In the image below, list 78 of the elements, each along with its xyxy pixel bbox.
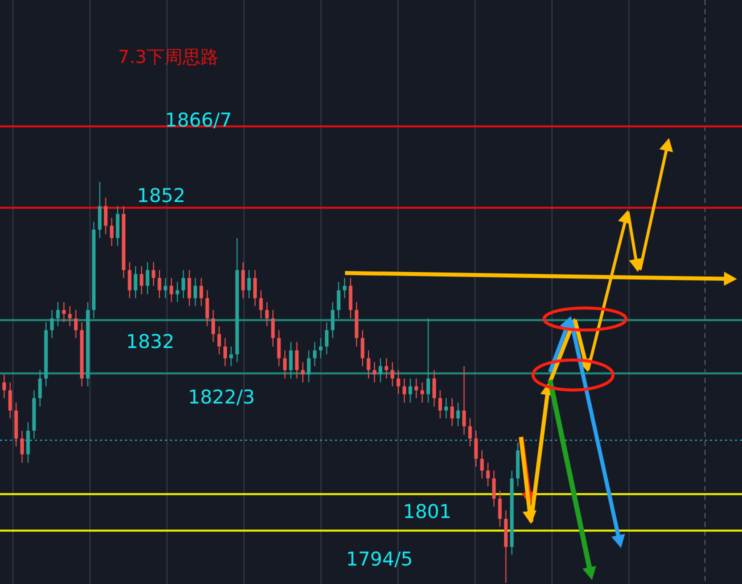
candlestick xyxy=(110,217,114,246)
candlestick xyxy=(104,197,108,235)
candlestick xyxy=(414,378,418,399)
candlestick xyxy=(306,350,311,383)
candlestick xyxy=(283,350,287,379)
candlestick xyxy=(253,270,257,307)
candlestick xyxy=(336,281,340,319)
candlestick xyxy=(188,270,192,307)
candlestick xyxy=(140,266,144,295)
candlestick xyxy=(289,341,293,379)
candlestick xyxy=(432,370,436,408)
candlestick xyxy=(480,450,484,479)
candlestick xyxy=(26,422,30,464)
candlestick xyxy=(360,330,364,367)
candlestick xyxy=(158,270,162,299)
candlestick xyxy=(426,318,430,404)
ref-line-label: 1832 xyxy=(126,331,174,354)
candlestick xyxy=(68,306,72,327)
candlestick xyxy=(146,262,150,295)
candlestick xyxy=(259,290,263,319)
candlestick xyxy=(468,418,472,447)
candlestick xyxy=(98,181,102,239)
ref-line-label: 1801 xyxy=(403,501,452,524)
candlestick xyxy=(456,402,460,427)
candlestick xyxy=(8,382,12,419)
candlestick xyxy=(492,470,496,508)
candlestick xyxy=(217,326,221,355)
candlestick xyxy=(330,302,334,339)
candlestick xyxy=(486,462,490,487)
candlestick xyxy=(247,270,251,299)
candlestick xyxy=(241,262,245,299)
candlestick xyxy=(384,358,388,379)
ref-line-label: 1852 xyxy=(137,184,186,207)
candlestick xyxy=(312,341,317,367)
candlestick xyxy=(62,302,66,323)
ref-line-label: 1866/7 xyxy=(165,109,232,132)
candlestick xyxy=(342,277,346,299)
candlestick xyxy=(152,262,156,286)
candlestick xyxy=(199,277,204,307)
candlestick xyxy=(128,262,132,299)
candlestick xyxy=(301,362,305,383)
text: 7.3下周思路 xyxy=(118,47,219,68)
candlestick xyxy=(402,378,406,404)
candlestick xyxy=(265,302,269,327)
candlestick xyxy=(324,322,328,355)
candlestick xyxy=(438,390,442,419)
candlestick xyxy=(194,277,198,307)
ref-line-label: 1822/3 xyxy=(188,386,255,408)
candlestick xyxy=(462,366,466,436)
candlestick xyxy=(277,330,281,367)
candlestick xyxy=(56,302,60,327)
ref-line-label: 1794/5 xyxy=(346,548,413,571)
candlestick xyxy=(378,358,382,383)
candlestick xyxy=(444,398,448,419)
candlestick xyxy=(450,398,454,427)
candlestick xyxy=(366,350,370,379)
candlestick xyxy=(318,338,323,359)
candlestick xyxy=(74,309,78,339)
candlestick xyxy=(134,266,138,299)
candlestick xyxy=(295,341,299,379)
candlestick xyxy=(20,430,24,464)
candlestick xyxy=(396,370,400,395)
candlestick xyxy=(170,277,174,303)
candlestick xyxy=(50,309,54,339)
candlestick xyxy=(408,378,412,404)
candlestick xyxy=(498,490,502,528)
candlestick xyxy=(390,362,394,387)
candlestick xyxy=(205,290,210,327)
candlestick xyxy=(372,362,376,383)
candlestick xyxy=(164,277,168,299)
candlestick xyxy=(229,346,233,367)
candlestick xyxy=(182,270,186,299)
candlestick xyxy=(223,338,227,367)
candlestick xyxy=(271,309,275,347)
candlestick xyxy=(38,370,42,408)
candlestick xyxy=(474,430,478,468)
candlestick xyxy=(2,374,6,399)
candlestick xyxy=(211,309,216,342)
